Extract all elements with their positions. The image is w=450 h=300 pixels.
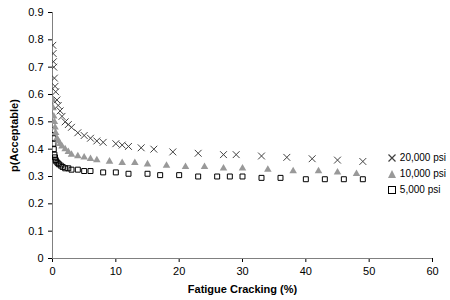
svg-text:0: 0 xyxy=(37,252,43,264)
svg-text:0.3: 0.3 xyxy=(28,170,43,182)
svg-text:60: 60 xyxy=(426,265,438,277)
svg-text:50: 50 xyxy=(363,265,375,277)
svg-text:0.6: 0.6 xyxy=(28,88,43,100)
svg-text:0.2: 0.2 xyxy=(28,197,43,209)
svg-text:0.9: 0.9 xyxy=(28,6,43,18)
svg-text:0.7: 0.7 xyxy=(28,61,43,73)
svg-text:0.4: 0.4 xyxy=(28,143,43,155)
svg-text:40: 40 xyxy=(300,265,312,277)
html-text:20,000 psi: 20,000 psi xyxy=(399,152,446,163)
html-text:5,000 psi: 5,000 psi xyxy=(399,184,441,195)
svg-text:0: 0 xyxy=(49,265,55,277)
svg-text:30: 30 xyxy=(236,265,248,277)
svg-text:20: 20 xyxy=(173,265,185,277)
svg-text:p(Acceptable): p(Acceptable) xyxy=(8,99,20,172)
svg-text:0.1: 0.1 xyxy=(28,225,43,237)
svg-text:0.5: 0.5 xyxy=(28,115,43,127)
svg-text:Fatigue Cracking (%): Fatigue Cracking (%) xyxy=(188,283,298,295)
html-text:10,000 psi: 10,000 psi xyxy=(399,168,446,179)
svg-text:0.8: 0.8 xyxy=(28,33,43,45)
svg-text:10: 10 xyxy=(110,265,122,277)
